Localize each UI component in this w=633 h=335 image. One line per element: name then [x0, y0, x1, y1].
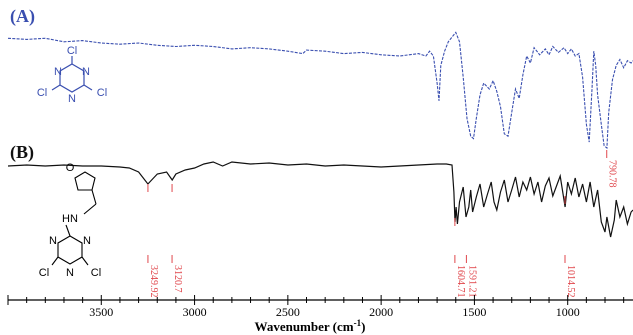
peak-b-1591-label: 1591.21: [466, 265, 477, 298]
x-tick-label: 3000: [183, 305, 207, 319]
x-axis-title-close: ): [361, 319, 365, 334]
peak-annotations: 790.78 3249.92 3120.7 1604.71 1591.21 1014.52: [147, 150, 618, 298]
molecule-b-atom-cl-right: Cl: [91, 267, 101, 279]
x-axis-title: Wavenumber (cm-1): [255, 318, 366, 334]
peak-b-1604: 1604.71: [454, 218, 466, 298]
x-tick-label: 1000: [556, 305, 580, 319]
x-tick-label: 1500: [462, 305, 486, 319]
peak-b-3120-label: 3120.7: [172, 265, 183, 293]
peak-b-1014: 1014.52: [564, 196, 576, 298]
molecule-a-atom-cl-left: Cl: [37, 87, 47, 99]
x-tick-label: 2500: [276, 305, 300, 319]
x-tick-label: 3500: [89, 305, 113, 319]
panel-label-b: (B): [10, 142, 34, 163]
peak-b-1604-label: 1604.71: [455, 265, 466, 298]
peak-b-3120: 3120.7: [171, 184, 183, 293]
molecule-b-atom-n-right: N: [83, 235, 91, 247]
x-axis-ticks: 3500 3000 2500 2000 1500 1000: [7, 295, 625, 319]
spectrum-a-line: [7, 31, 633, 150]
molecule-a-atom-cl-top: Cl: [67, 45, 77, 57]
x-axis-title-main: Wavenumber (cm: [255, 319, 354, 334]
molecule-b-atom-cl-left: Cl: [39, 267, 49, 279]
x-axis-title-superscript: -1: [354, 318, 362, 328]
panel-label-a: (A): [10, 6, 35, 27]
molecule-a-atom-cl-right: Cl: [97, 87, 107, 99]
peak-a-790: 790.78: [606, 150, 618, 188]
molecule-b-structure: [51, 171, 97, 266]
peak-a-790-label: 790.78: [607, 160, 618, 188]
molecule-b-atom-n-left: N: [49, 235, 57, 247]
molecule-a-atom-n-bottom: N: [68, 93, 76, 105]
molecule-a-structure: Cl N N N Cl Cl: [37, 45, 107, 105]
molecule-b-atom-hn: HN: [62, 213, 78, 225]
peak-b-1591: 1591.21: [465, 255, 477, 298]
x-tick-label: 2000: [369, 305, 393, 319]
peak-b-3249-label: 3249.92: [148, 265, 159, 298]
molecule-b-atom-o: O: [66, 162, 75, 174]
molecule-a-atom-n-right: N: [82, 66, 90, 78]
molecule-b-atom-n-bottom: N: [66, 267, 74, 279]
peak-b-3249: 3249.92: [147, 184, 159, 298]
molecule-a-atom-n-left: N: [54, 66, 62, 78]
peak-b-1014-label: 1014.52: [565, 265, 576, 298]
spectrum-b-line: [7, 161, 633, 238]
